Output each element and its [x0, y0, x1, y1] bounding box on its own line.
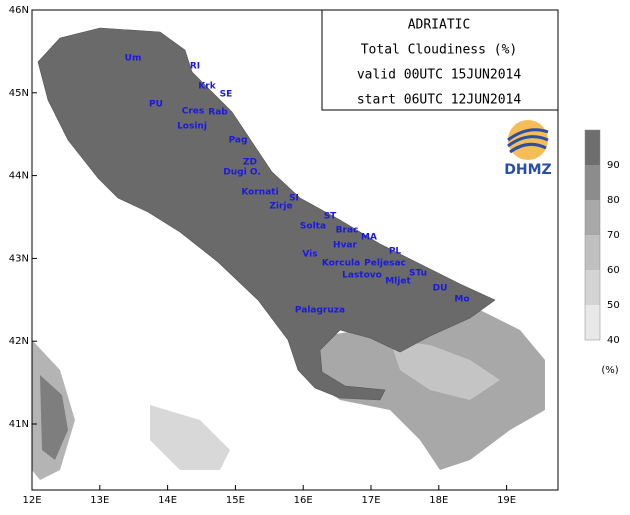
station-label: Krk — [198, 82, 216, 92]
cloud-field — [32, 310, 545, 480]
colorbar-segment — [585, 305, 600, 340]
station-label: Lastovo — [342, 271, 382, 281]
station-label: PL — [389, 247, 402, 257]
colorbar-frame — [584, 129, 601, 341]
colorbar-unit: (%) — [601, 365, 618, 376]
title-line: ADRIATIC — [408, 18, 471, 33]
colorbar-segment — [585, 270, 600, 305]
station-label: PU — [149, 100, 163, 110]
station-label: SE — [220, 90, 233, 100]
logo-stripes — [507, 128, 549, 154]
station-label: Mo — [454, 295, 469, 305]
logo: DHMZ — [504, 120, 552, 178]
title-line: valid 00UTC 15JUN2014 — [357, 68, 522, 83]
title-lines: ADRIATIC Total Cloudiness (%) valid 00UTC … — [357, 18, 522, 108]
lat-label: 45N — [9, 88, 29, 99]
cloud-area — [390, 340, 500, 400]
station-label: ZD — [243, 158, 257, 168]
station-label: Losinj — [177, 122, 207, 132]
lat-label: 43N — [9, 253, 29, 264]
lon-label: 14E — [158, 495, 177, 506]
lon-label: 17E — [361, 495, 380, 506]
cloud-area — [150, 405, 230, 470]
station-label: Palagruza — [295, 306, 345, 316]
colorbar: 90 80 70 60 50 40 (%) — [584, 129, 620, 376]
station-label: Rab — [208, 108, 228, 118]
map-frame — [31, 9, 559, 491]
lon-label: 15E — [226, 495, 245, 506]
colorbar-segment — [585, 235, 600, 270]
title-line: start 06UTC 12JUN2014 — [357, 93, 522, 108]
station-label: Vis — [302, 250, 317, 260]
station-label: Kornati — [241, 188, 278, 198]
lon-label: 18E — [429, 495, 448, 506]
logo-text: DHMZ — [504, 162, 551, 178]
colorbar-segment — [585, 165, 600, 200]
station-label: Solta — [300, 222, 326, 232]
title-box — [321, 9, 559, 111]
station-label: Brac — [336, 226, 359, 236]
lon-label: 13E — [90, 495, 109, 506]
station-label: RI — [190, 62, 200, 72]
lon-label: 12E — [22, 495, 41, 506]
adriatic-sea-cloud — [37, 27, 496, 401]
colorbar-label: 50 — [607, 300, 620, 311]
station-label: Pag — [229, 136, 248, 146]
station-label: ST — [324, 212, 337, 222]
colorbar-label: 40 — [607, 335, 620, 346]
colorbar-segment — [585, 130, 600, 165]
lon-label: 16E — [294, 495, 313, 506]
station-label: Mljet — [385, 277, 411, 287]
station-label: Dugi O. — [223, 168, 260, 178]
colorbar-label: 80 — [607, 195, 620, 206]
station-label: DU — [433, 284, 448, 294]
lat-label: 41N — [9, 419, 29, 430]
lat-label: 46N — [9, 5, 29, 16]
station-label: STu — [409, 269, 427, 279]
colorbar-label: 70 — [607, 230, 620, 241]
lon-label: 19E — [497, 495, 516, 506]
lat-label: 42N — [9, 336, 29, 347]
colorbar-label: 60 — [607, 265, 620, 276]
lat-label: 44N — [9, 171, 29, 182]
cloud-area — [40, 375, 68, 460]
station-label: Um — [125, 54, 142, 64]
cloud-area — [300, 310, 545, 470]
station-label: MA — [361, 233, 377, 243]
station-label: Zirje — [269, 202, 292, 212]
station-label: Korcula — [322, 259, 360, 269]
station-label: SI — [289, 194, 299, 204]
colorbar-segment — [585, 200, 600, 235]
colorbar-label: 90 — [607, 160, 620, 171]
station-label: Hvar — [333, 241, 357, 251]
station-label: Peljesac — [364, 259, 406, 269]
graticule: 46N 45N 44N 43N 42N 41N 12E 13E 14E 15E 16E 17E 18E 1… — [9, 5, 516, 506]
title-line: Total Cloudiness (%) — [361, 43, 518, 58]
station-label: Cres — [182, 107, 205, 117]
logo-mark — [508, 120, 548, 160]
